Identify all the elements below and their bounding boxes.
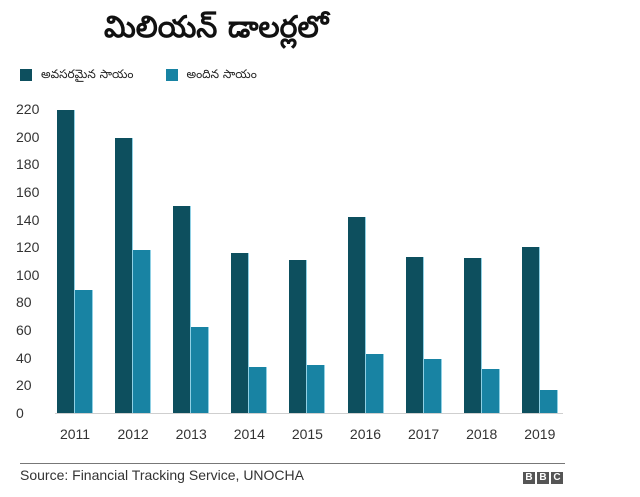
bbc-logo: B B C [523, 472, 565, 484]
y-tick-label: 100 [16, 266, 40, 283]
x-tick-label: 2015 [291, 426, 323, 442]
legend-swatch-received [165, 69, 178, 81]
bar-received-2019 [539, 389, 558, 413]
y-tick-label: 200 [16, 128, 40, 145]
legend-label-required: అవసరమైన సాయం [41, 66, 134, 81]
bar-received-2011 [75, 290, 93, 413]
footer-divider [20, 463, 565, 464]
y-tick-label: 40 [16, 349, 32, 366]
bar-required-2016 [347, 216, 366, 413]
y-tick-label: 60 [16, 322, 32, 339]
x-tick-label: 2011 [59, 426, 91, 442]
bbc-logo-b1: B [523, 472, 535, 484]
legend-item-required: అవసరమైన సాయం [20, 67, 134, 84]
bar-required-2012 [115, 138, 134, 413]
x-tick-label: 2016 [349, 426, 382, 442]
source-note: Source: Financial Tracking Service, UNOC… [20, 467, 304, 483]
bbc-logo-b2: B [537, 472, 549, 484]
x-tick-label: 2013 [175, 426, 207, 442]
x-tick-label: 2012 [117, 426, 149, 442]
x-tick-label: 2019 [524, 426, 556, 442]
y-tick-label: 180 [16, 156, 40, 173]
x-tick-label: 2018 [466, 426, 498, 442]
x-tick-label: 2014 [233, 426, 265, 442]
bar-required-2018 [463, 258, 482, 413]
y-tick-label: 120 [16, 239, 40, 256]
bar-required-2015 [289, 259, 308, 413]
y-tick-label: 220 [16, 101, 40, 117]
bar-received-2012 [133, 249, 152, 413]
x-tick-label: 2017 [408, 426, 440, 442]
bar-required-2017 [405, 256, 424, 413]
legend: అవసరమైన సాయం అందిన సాయం [20, 66, 277, 84]
bar-received-2013 [191, 327, 210, 413]
bar-received-2014 [249, 367, 268, 413]
plot-area: 0 20 40 60 80 100 120 140 160 180 200 220 2011 2012 20… [16, 101, 563, 442]
y-tick-label: 160 [16, 183, 40, 200]
bar-received-2018 [481, 368, 500, 413]
y-tick-label: 0 [16, 405, 24, 421]
bbc-logo-c: C [551, 472, 563, 484]
x-axis-line [55, 413, 563, 414]
bar-received-2017 [423, 359, 442, 413]
chart-title: మిలియన్ డాలర్లలో [104, 10, 329, 45]
y-tick-label: 80 [16, 294, 32, 311]
y-tick-label: 140 [16, 211, 40, 228]
bar-received-2016 [365, 353, 384, 413]
legend-swatch-required [20, 69, 32, 81]
legend-label-received: అందిన సాయం [186, 66, 257, 81]
legend-item-received: అందిన సాయం [165, 66, 257, 84]
y-tick-label: 20 [16, 377, 32, 394]
bar-required-2011 [57, 110, 75, 413]
bar-required-2013 [173, 205, 192, 413]
bar-required-2014 [231, 252, 250, 413]
bar-received-2015 [307, 364, 326, 413]
bar-required-2019 [521, 247, 540, 413]
